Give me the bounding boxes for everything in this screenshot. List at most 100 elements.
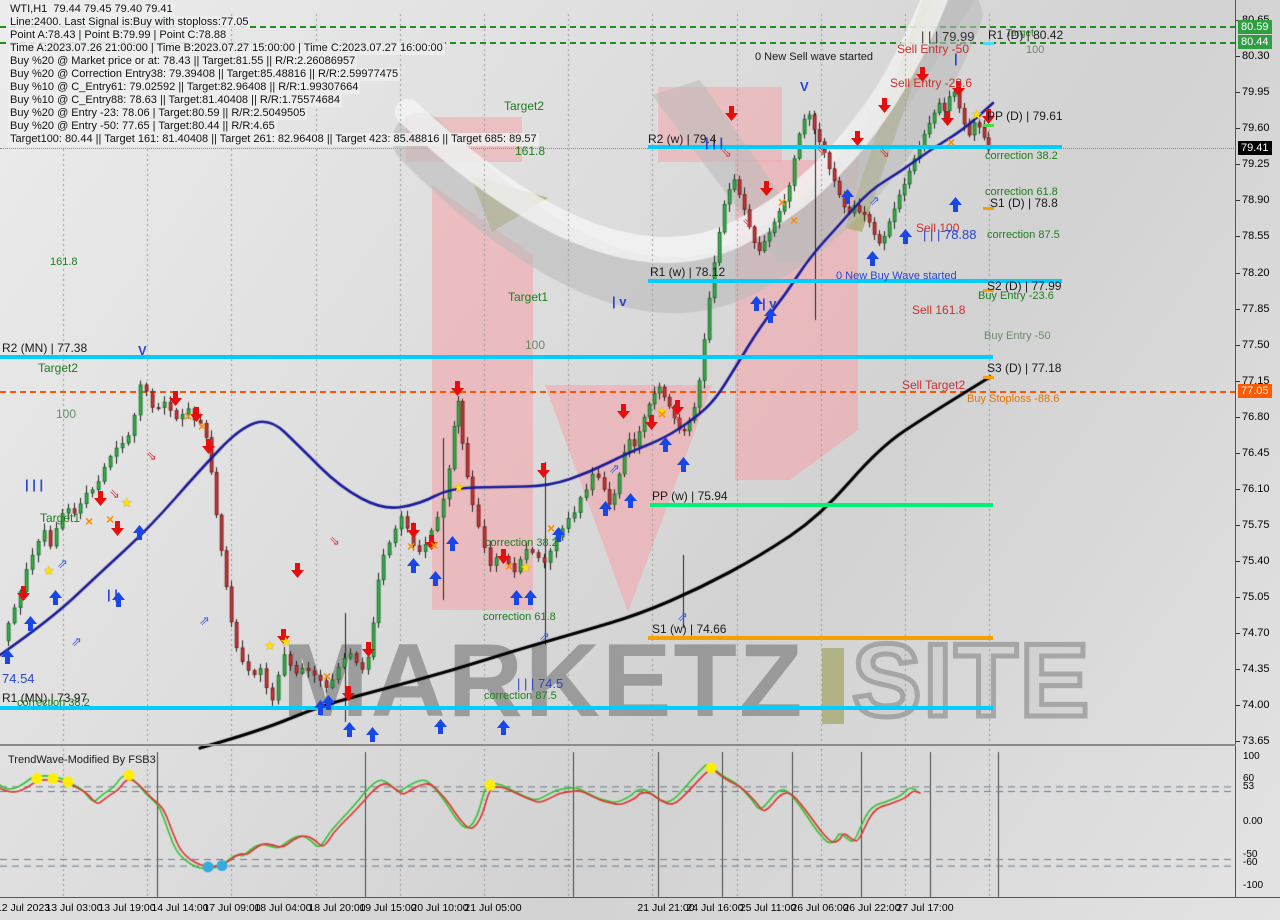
star-icon: ★ (43, 563, 55, 578)
time-axis-label: 13 Jul 03:00 (45, 902, 103, 914)
chart-annotation: 161.8 (50, 256, 78, 268)
chart-annotation: correction 38.2 (485, 537, 558, 549)
wave-tick-mark: | v (612, 294, 627, 309)
chart-annotation: correction 61.8 (985, 186, 1058, 198)
buy-arrow-icon (0, 648, 15, 665)
comment-line: Buy %20 @ Market price or at: 78.43 || T… (8, 55, 358, 68)
chart-annotation: PP (D) | 79.61 (987, 109, 1063, 123)
comment-line: Buy %20 @ Correction Entry38: 79.39408 |… (8, 68, 401, 81)
chart-annotation: Sell Entry -23.6 (890, 76, 973, 90)
sell-arrow-icon (850, 130, 865, 147)
pivot-dash-marker (983, 124, 994, 127)
buy-arrow-icon (342, 721, 357, 738)
price-axis-label: 79.25 (1242, 158, 1270, 171)
buy-arrow-icon (428, 570, 443, 587)
hollow-sell-arrow-icon: ⇘ (146, 448, 157, 463)
price-axis-label: 76.10 (1242, 482, 1270, 495)
pivot-line-r2-w[interactable] (648, 145, 1062, 149)
chart-annotation: Buy Stoploss -88.6 (967, 393, 1060, 405)
cross-icon: × (407, 538, 416, 554)
pivot-line-s1-w[interactable] (648, 636, 993, 640)
sell-arrow-icon (93, 490, 108, 507)
axis-tick (1236, 380, 1240, 382)
axis-tick (1236, 560, 1240, 562)
wave-tick-mark: | | | (25, 477, 44, 492)
buy-arrow-icon (948, 196, 963, 213)
price-axis-separator (1235, 0, 1236, 897)
hollow-sell-arrow-icon: ⇘ (329, 533, 340, 548)
chart-annotation: Target1 (508, 290, 549, 304)
price-axis-label: 78.20 (1242, 266, 1270, 279)
buy-arrow-icon (445, 535, 460, 552)
pivot-line-r1-mn[interactable] (0, 706, 993, 710)
indicator-scale-label: 60 (1243, 773, 1255, 784)
buy-arrow-icon (48, 589, 63, 606)
chart-annotation: S2 (D) | 77.99 (987, 279, 1062, 293)
star-icon: ★ (971, 107, 983, 122)
chart-annotation: Target (1006, 28, 1034, 39)
price-axis-label: 77.15 (1242, 374, 1270, 387)
chart-annotation: Buy Entry -23.6 (978, 290, 1054, 302)
sell-arrow-icon (290, 562, 305, 579)
star-icon: ★ (280, 634, 292, 649)
buy-arrow-icon (551, 526, 566, 543)
time-axis-label: 24 Jul 16:00 (686, 902, 744, 914)
chart-annotation: | | | 78.88 (923, 227, 977, 242)
buy-arrow-icon (433, 718, 448, 735)
sell-arrow-icon (940, 110, 955, 127)
comment-line: Target100: 80.44 || Target 161: 81.40408… (8, 133, 539, 146)
chart-annotation: Sell Target2 (902, 378, 966, 392)
chart-annotation: Sell 161.8 (912, 303, 966, 317)
star-icon: ★ (264, 638, 276, 653)
axis-tick (1236, 632, 1240, 634)
pivot-line-r2-mn[interactable] (0, 355, 993, 359)
axis-tick (1236, 92, 1240, 94)
comment-line: Buy %20 @ Entry -50: 77.65 | Target:80.4… (8, 120, 277, 133)
buy-arrow-icon (23, 615, 38, 632)
subwindow-separator[interactable] (0, 744, 1236, 746)
pivot-line-r1-w[interactable] (648, 279, 1062, 283)
hollow-sell-arrow-icon: ⇘ (721, 145, 732, 160)
cross-icon: × (658, 406, 667, 422)
pivot-label-r1-w: R1 (w) | 78.12 (650, 265, 726, 279)
comment-line: Buy %10 @ C_Entry61: 79.02592 || Target:… (8, 81, 361, 94)
time-axis-label: 14 Jul 14:00 (151, 902, 209, 914)
axis-tick (1236, 308, 1240, 310)
axis-tick (1236, 236, 1240, 238)
pivot-line-pp-w[interactable] (650, 503, 993, 507)
hollow-buy-arrow-icon: ⇗ (199, 613, 210, 628)
pivot-label-s1-w: S1 (w) | 74.66 (652, 622, 727, 636)
chart-annotation: R1 (D) | 80.42 (988, 28, 1064, 42)
axis-tick (1236, 56, 1240, 58)
chart-annotation: 161.8 (515, 144, 546, 158)
price-axis-label: 73.65 (1242, 734, 1270, 747)
hollow-buy-arrow-icon: ⇗ (677, 609, 688, 624)
axis-tick (1236, 200, 1240, 202)
price-axis-label: 75.05 (1242, 590, 1270, 603)
price-axis-label: 75.40 (1242, 554, 1270, 567)
time-axis-label: 17 Jul 09:00 (203, 902, 261, 914)
time-axis-label: 18 Jul 20:00 (308, 902, 366, 914)
sell-arrow-icon (168, 390, 183, 407)
buy-arrow-icon (763, 307, 778, 324)
price-badge-79.41: 79.41 (1238, 141, 1272, 155)
cross-icon: × (85, 513, 94, 529)
sell-arrow-icon (450, 380, 465, 397)
time-axis-label: 25 Jul 11:00 (739, 902, 797, 914)
buy-arrow-icon (658, 436, 673, 453)
comment-line: Buy %20 @ Entry -23: 78.06 | Target:80.5… (8, 107, 308, 120)
hollow-buy-arrow-icon: ⇗ (539, 629, 550, 644)
pivot-label-r2-w: R2 (w) | 79.4 (648, 132, 717, 146)
hollow-sell-arrow-icon: ⇘ (816, 143, 827, 158)
symbol-ohlc-readout: WTI,H1 79.44 79.45 79.40 79.41 (8, 3, 175, 16)
price-axis-label: 79.95 (1242, 86, 1270, 99)
indicator-scale-label: -60 (1243, 857, 1258, 868)
pivot-dash-marker (983, 376, 994, 379)
sell-arrow-icon (981, 108, 996, 125)
price-axis[interactable]: 80.6580.3079.9579.6079.2578.9078.5578.20… (1236, 0, 1280, 897)
chart-annotation: 100 (56, 407, 77, 421)
time-axis-label: 26 Jul 22:00 (843, 902, 901, 914)
comment-line: Point A:78.43 | Point B:79.99 | Point C:… (8, 29, 229, 42)
hollow-sell-arrow-icon: ⇘ (672, 411, 683, 426)
